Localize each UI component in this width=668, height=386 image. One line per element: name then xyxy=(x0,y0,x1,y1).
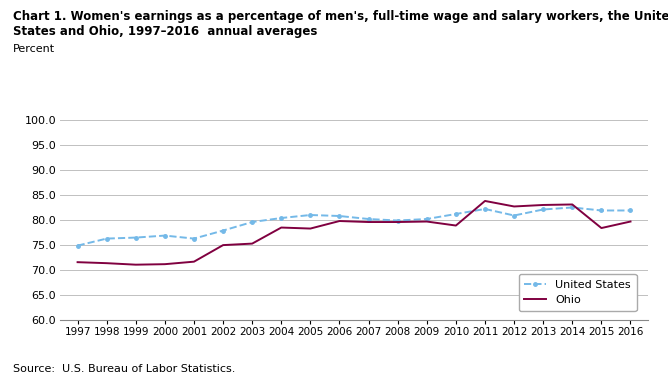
Ohio xyxy=(510,204,518,209)
Ohio xyxy=(132,262,140,267)
Line: United States: United States xyxy=(76,206,632,247)
United States xyxy=(190,236,198,241)
Line: Ohio: Ohio xyxy=(77,201,631,265)
Text: Source:  U.S. Bureau of Labor Statistics.: Source: U.S. Bureau of Labor Statistics. xyxy=(13,364,236,374)
United States xyxy=(73,243,81,248)
United States xyxy=(248,220,257,224)
United States xyxy=(510,213,518,218)
United States xyxy=(597,208,605,213)
Ohio xyxy=(219,243,227,247)
Text: Percent: Percent xyxy=(13,44,55,54)
Ohio xyxy=(335,219,343,223)
United States xyxy=(219,228,227,233)
Ohio xyxy=(365,220,373,224)
United States xyxy=(481,207,489,211)
Ohio xyxy=(393,220,401,224)
United States xyxy=(335,214,343,218)
Ohio xyxy=(481,199,489,203)
Ohio xyxy=(190,259,198,264)
Ohio xyxy=(161,262,169,266)
United States xyxy=(568,205,576,210)
United States xyxy=(539,207,547,212)
Legend: United States, Ohio: United States, Ohio xyxy=(518,274,637,311)
United States xyxy=(365,217,373,221)
United States xyxy=(307,213,315,217)
Ohio xyxy=(248,241,257,246)
Text: States and Ohio, 1997–2016  annual averages: States and Ohio, 1997–2016 annual averag… xyxy=(13,25,318,38)
Ohio xyxy=(277,225,285,230)
Ohio xyxy=(307,226,315,231)
United States xyxy=(627,208,635,213)
United States xyxy=(277,216,285,220)
United States xyxy=(452,212,460,216)
Text: Chart 1. Women's earnings as a percentage of men's, full-time wage and salary wo: Chart 1. Women's earnings as a percentag… xyxy=(13,10,668,23)
Ohio xyxy=(423,219,431,224)
United States xyxy=(393,218,401,223)
Ohio xyxy=(627,219,635,224)
United States xyxy=(161,233,169,238)
Ohio xyxy=(103,261,111,266)
United States xyxy=(132,235,140,240)
United States xyxy=(423,217,431,221)
Ohio xyxy=(452,223,460,228)
Ohio xyxy=(597,226,605,230)
Ohio xyxy=(539,203,547,207)
United States xyxy=(103,236,111,241)
Ohio xyxy=(568,202,576,207)
Ohio xyxy=(73,260,81,264)
